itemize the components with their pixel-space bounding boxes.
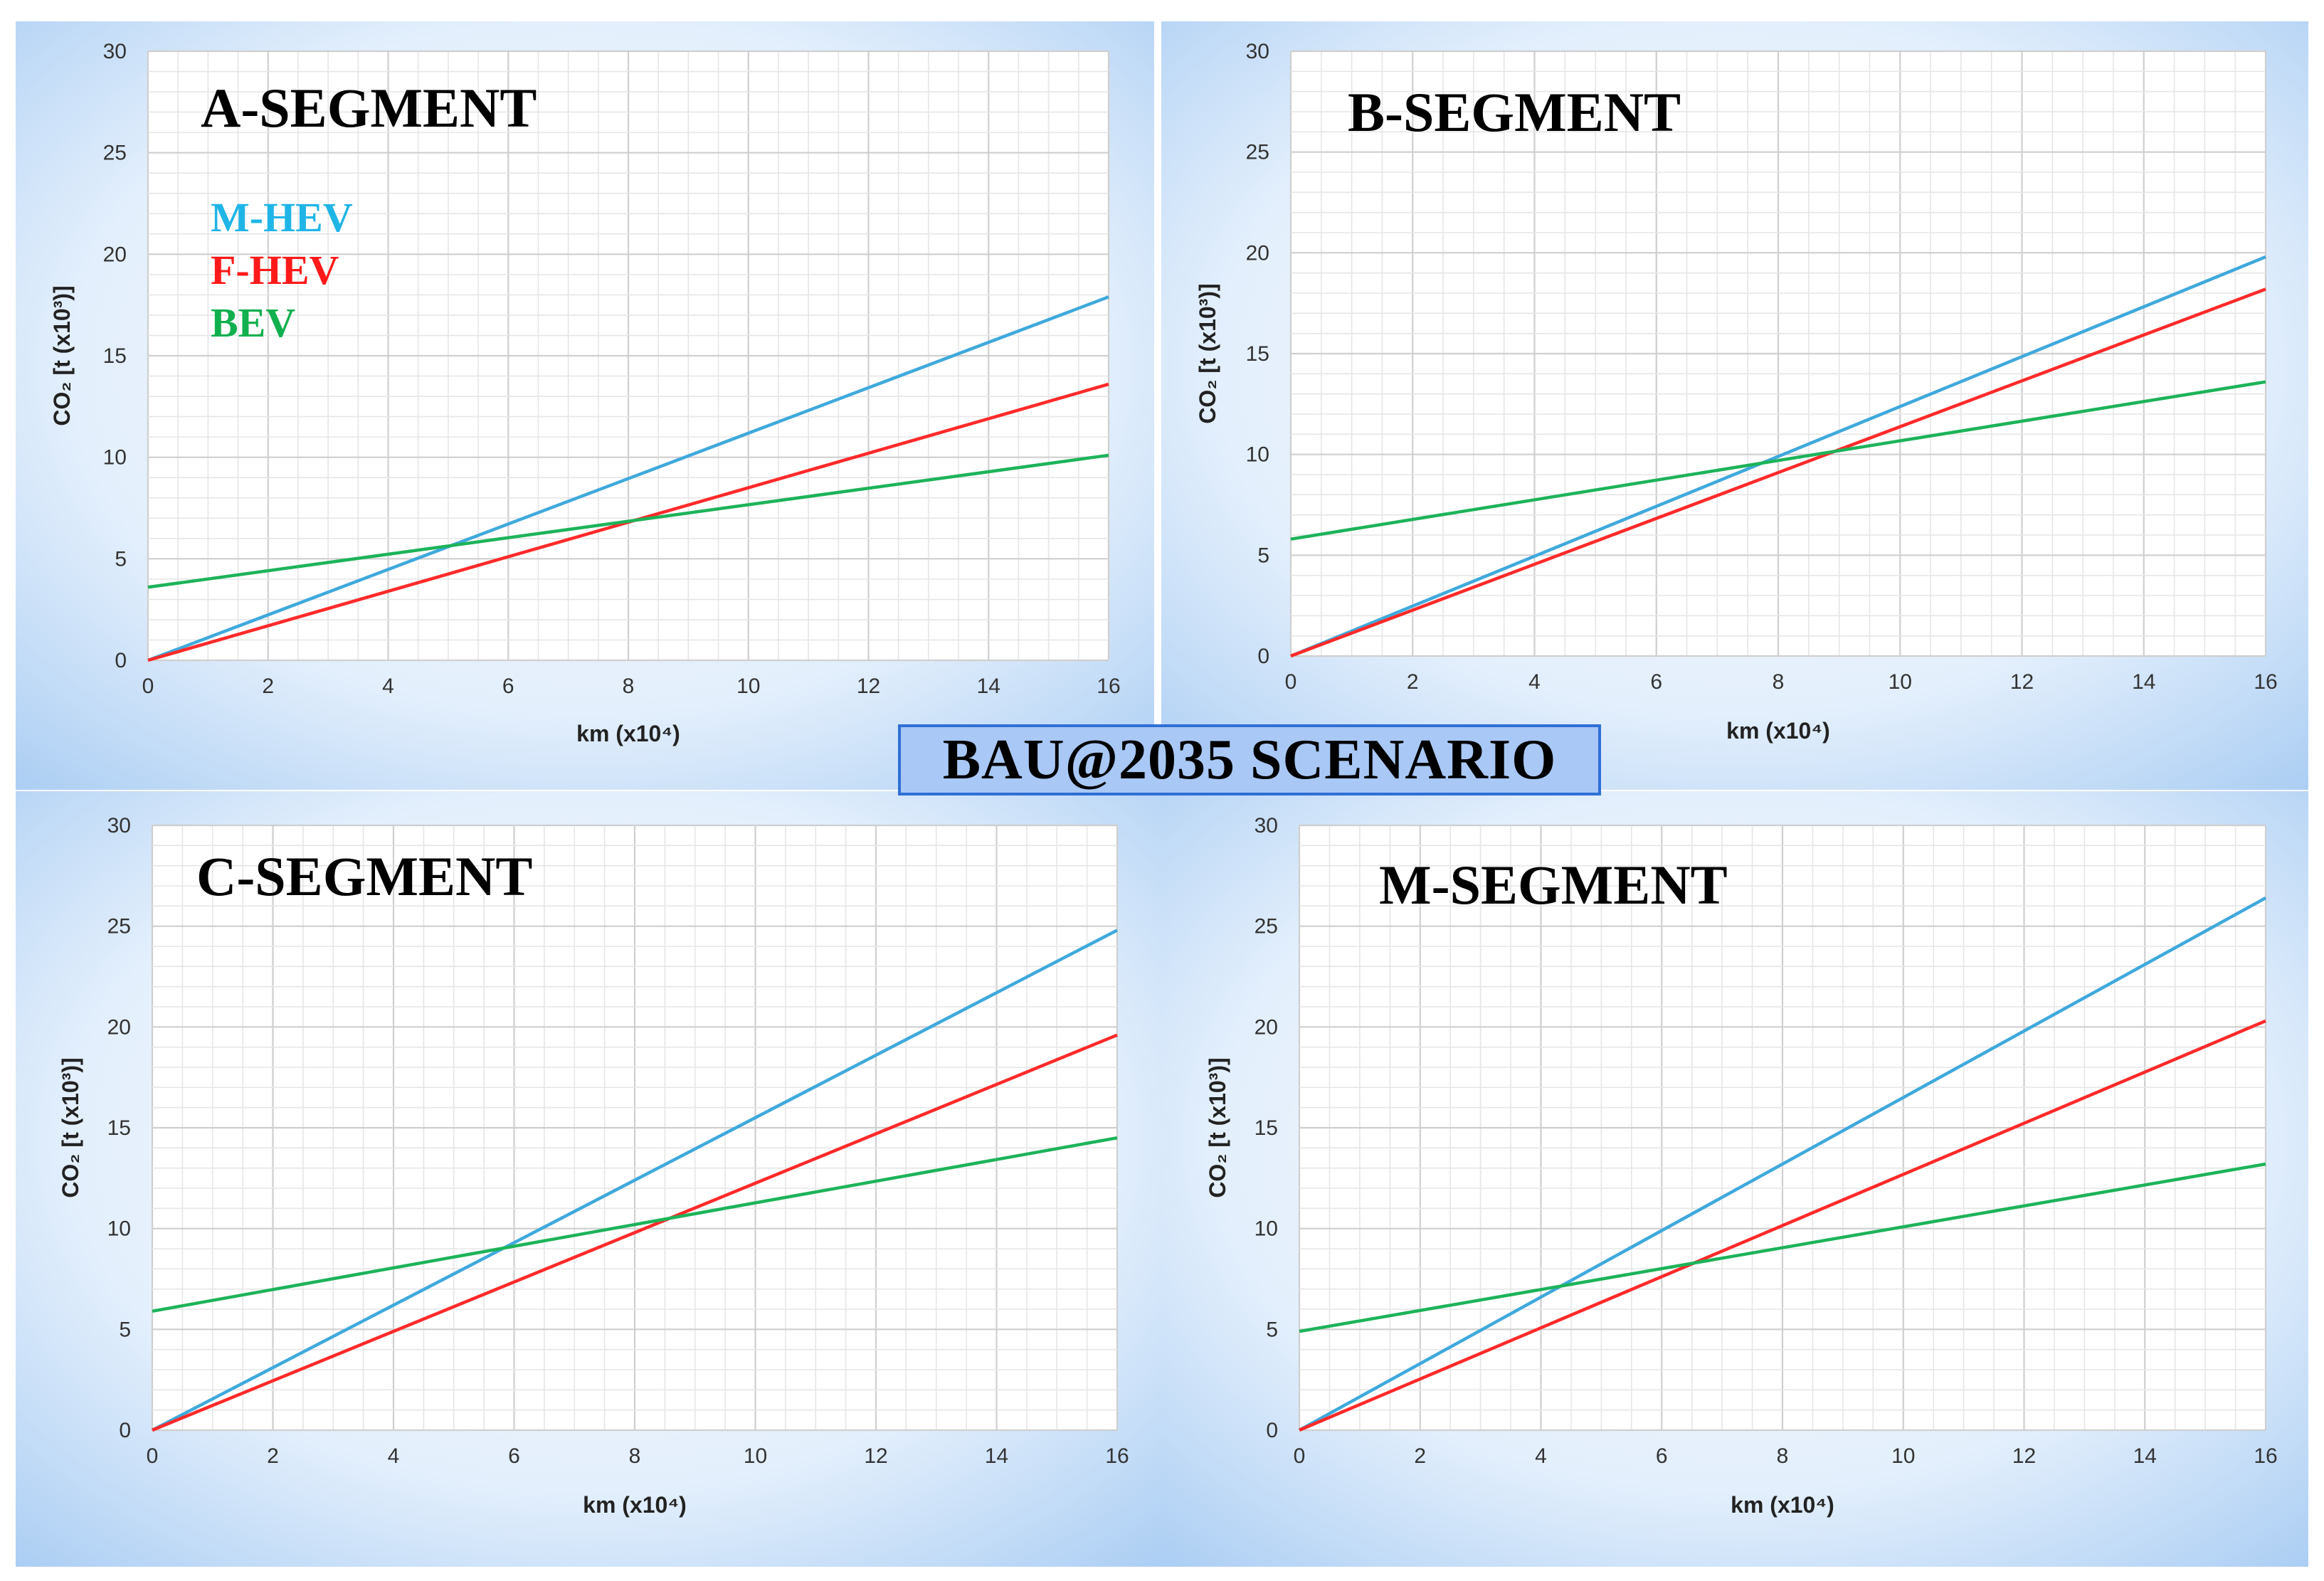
y-tick-label: 15 <box>1255 1116 1278 1140</box>
x-tick-label: 0 <box>147 1444 159 1468</box>
x-tick-label: 16 <box>2254 1444 2277 1468</box>
y-tick-label: 30 <box>107 814 131 837</box>
x-tick-label: 10 <box>736 675 760 698</box>
x-tick-label: 14 <box>977 675 1000 698</box>
x-axis-label: km (x10⁴) <box>1731 1492 1834 1518</box>
x-tick-label: 6 <box>502 675 514 698</box>
scenario-banner: BAU@2035 SCENARIO <box>898 724 1601 795</box>
chart-title: A-SEGMENT <box>201 77 537 139</box>
x-axis-label: km (x10⁴) <box>583 1492 687 1518</box>
x-axis-label: km (x10⁴) <box>576 721 680 746</box>
y-axis-label: CO₂ [t (x10³)] <box>1195 283 1220 423</box>
y-tick-label: 5 <box>115 547 127 571</box>
legend-entry-m-hev: M-HEV <box>211 194 353 240</box>
series-line-bev <box>152 1136 1118 1313</box>
series-line-m-hev <box>147 295 1109 662</box>
y-tick-label: 15 <box>103 344 127 368</box>
x-tick-label: 16 <box>2254 670 2277 694</box>
x-tick-label: 2 <box>1407 670 1419 694</box>
y-axis-label: CO₂ [t (x10³)] <box>1205 1057 1230 1197</box>
legend-entry-bev: BEV <box>211 300 295 346</box>
x-tick-label: 8 <box>1773 670 1785 694</box>
series-line-f-hev <box>152 1033 1118 1432</box>
chart-panel-4: 0 2 4 6 8 10 12 14 16 0 5 10 15 20 25 30 km (x10⁴) CO₂ [t… <box>1161 791 2308 1567</box>
chart-panel-2: 0 2 4 6 8 10 12 14 16 0 5 10 15 20 25 30 km (x10⁴) CO₂ [t… <box>1161 21 2308 790</box>
legend-entry-f-hev: F-HEV <box>211 247 339 293</box>
series-line-bev <box>147 453 1109 589</box>
x-tick-label: 14 <box>2132 670 2155 694</box>
y-tick-label: 10 <box>103 446 127 470</box>
series-line-f-hev <box>1299 1019 2266 1432</box>
series-line-m-hev <box>151 929 1119 1432</box>
y-tick-label: 5 <box>119 1318 131 1341</box>
y-tick-label: 0 <box>115 649 127 672</box>
chart-title: C-SEGMENT <box>196 845 532 907</box>
x-tick-label: 6 <box>1656 1444 1668 1468</box>
y-tick-label: 30 <box>1246 40 1269 63</box>
x-tick-label: 2 <box>1414 1444 1426 1468</box>
x-tick-label: 16 <box>1105 1444 1129 1468</box>
y-tick-label: 10 <box>107 1217 131 1241</box>
x-tick-label: 14 <box>2133 1444 2157 1468</box>
x-tick-label: 4 <box>1528 670 1541 694</box>
y-axis-label: CO₂ [t (x10³)] <box>49 285 75 425</box>
y-tick-label: 0 <box>1266 1419 1278 1442</box>
y-tick-label: 25 <box>1246 141 1269 164</box>
x-tick-label: 12 <box>864 1444 887 1468</box>
x-tick-label: 6 <box>508 1444 520 1468</box>
y-tick-label: 15 <box>1246 342 1269 366</box>
series-line-f-hev <box>1290 287 2266 658</box>
x-tick-label: 10 <box>1889 670 1912 694</box>
x-tick-label: 12 <box>2012 1444 2036 1468</box>
y-tick-label: 30 <box>103 40 127 63</box>
y-tick-label: 20 <box>107 1015 131 1039</box>
x-tick-label: 8 <box>623 675 635 698</box>
y-tick-label: 10 <box>1255 1217 1278 1241</box>
x-tick-label: 8 <box>629 1444 641 1468</box>
x-tick-label: 0 <box>1285 670 1297 694</box>
x-tick-label: 2 <box>267 1444 279 1468</box>
chart-panel-1: 0 2 4 6 8 10 12 14 16 0 5 10 15 20 25 30 km (x10⁴) CO₂ [t… <box>16 21 1154 790</box>
x-tick-label: 6 <box>1650 670 1662 694</box>
x-axis-label: km (x10⁴) <box>1726 718 1830 744</box>
y-tick-label: 25 <box>103 142 127 165</box>
y-tick-label: 20 <box>1246 241 1269 265</box>
series-line-bev <box>1290 380 2266 541</box>
x-tick-label: 10 <box>744 1444 767 1468</box>
x-tick-label: 4 <box>1535 1444 1547 1468</box>
series-line-m-hev <box>1290 255 2266 658</box>
y-tick-label: 25 <box>1255 915 1278 938</box>
x-tick-label: 12 <box>2010 670 2034 694</box>
series-line-bev <box>1299 1162 2266 1333</box>
x-tick-label: 12 <box>857 675 880 698</box>
x-tick-label: 0 <box>1294 1444 1306 1468</box>
x-tick-label: 16 <box>1097 675 1120 698</box>
x-tick-label: 10 <box>1891 1444 1915 1468</box>
y-tick-label: 5 <box>1266 1318 1278 1341</box>
y-tick-label: 0 <box>119 1419 131 1442</box>
y-tick-label: 25 <box>107 915 131 938</box>
x-tick-label: 0 <box>142 675 154 698</box>
y-axis-label: CO₂ [t (x10³)] <box>58 1057 83 1197</box>
y-tick-label: 15 <box>107 1116 131 1140</box>
x-tick-label: 4 <box>388 1444 400 1468</box>
y-tick-label: 0 <box>1257 645 1269 668</box>
y-tick-label: 30 <box>1255 814 1278 837</box>
chart-title: B-SEGMENT <box>1348 81 1681 143</box>
chart-panel-3: 0 2 4 6 8 10 12 14 16 0 5 10 15 20 25 30 km (x10⁴) CO₂ [t… <box>16 791 1163 1567</box>
x-tick-label: 4 <box>382 675 394 698</box>
x-tick-label: 14 <box>985 1444 1008 1468</box>
y-tick-label: 20 <box>1255 1015 1278 1039</box>
x-tick-label: 8 <box>1777 1444 1789 1468</box>
series-line-m-hev <box>1298 897 2267 1432</box>
x-tick-label: 2 <box>262 675 274 698</box>
y-tick-label: 20 <box>103 243 127 266</box>
chart-title: M-SEGMENT <box>1379 854 1728 916</box>
y-tick-label: 5 <box>1257 544 1269 567</box>
y-tick-label: 10 <box>1246 443 1269 467</box>
